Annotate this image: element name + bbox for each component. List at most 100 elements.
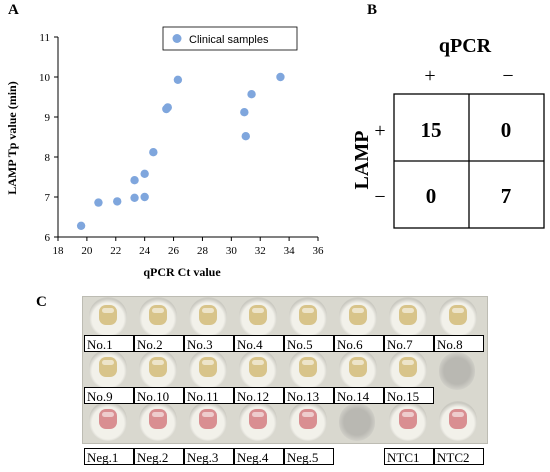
panel-label-a: A: [8, 2, 19, 18]
data-point: [149, 148, 158, 157]
reaction-tube: [189, 401, 227, 441]
label-no3: No.3: [184, 335, 234, 352]
label-no5: No.5: [284, 335, 334, 352]
label-ntc2: NTC2: [434, 448, 484, 465]
reaction-tube: [89, 297, 127, 337]
label-no8: No.8: [434, 335, 484, 352]
label-no14: No.14: [334, 387, 384, 404]
tube-cap: [449, 409, 467, 429]
tube-cap: [199, 357, 217, 377]
reaction-tube: [439, 401, 477, 441]
label-no2: No.2: [134, 335, 184, 352]
data-points: [76, 72, 285, 230]
tube-cap: [149, 409, 167, 429]
data-point: [76, 221, 86, 230]
col-label-negative: −: [502, 65, 513, 87]
label-no11: No.11: [184, 387, 234, 404]
legend-marker: [172, 34, 182, 43]
data-point: [276, 72, 285, 82]
y-tick-label: 7: [45, 192, 51, 204]
tube-cap: [399, 305, 417, 325]
tube-cap: [399, 409, 417, 429]
label-no13: No.13: [284, 387, 334, 404]
reaction-tube: [439, 297, 477, 337]
row-label-negative: −: [374, 186, 385, 208]
reaction-tube: [89, 349, 127, 389]
cell-tp: 15: [421, 118, 442, 142]
label-no1: No.1: [84, 335, 134, 352]
tube-cap: [449, 305, 467, 325]
label-row-3: Neg.1 Neg.2 Neg.3 Neg.4 Neg.5 NTC1 NTC2: [84, 448, 484, 465]
data-point: [130, 176, 139, 185]
x-tick-label: 24: [139, 245, 151, 257]
tube-cap: [249, 305, 267, 325]
data-point: [173, 75, 183, 85]
reaction-tube: [389, 349, 427, 389]
tube-cap: [349, 305, 367, 325]
x-tick-label: 26: [168, 245, 180, 257]
reaction-tube: [239, 401, 277, 441]
data-point: [140, 169, 149, 178]
y-tick-label: 8: [45, 152, 51, 164]
reaction-tube: [139, 401, 177, 441]
tube-cap: [249, 357, 267, 377]
reaction-tube: [339, 297, 377, 337]
x-tick-label: 20: [81, 245, 93, 257]
row-label-positive: +: [374, 120, 385, 142]
legend-box: [162, 26, 298, 51]
y-tick-label: 6: [45, 232, 51, 244]
tube-cap: [299, 305, 317, 325]
reaction-tube: [139, 297, 177, 337]
reaction-tube: [89, 401, 127, 441]
label-no15: No.15: [384, 387, 434, 404]
data-point: [241, 132, 250, 141]
panel-label-c: C: [36, 294, 47, 310]
tube-cap: [149, 305, 167, 325]
label-row-2: No.9 No.10 No.11 No.12 No.13 No.14 No.15: [84, 387, 434, 404]
empty-well: [339, 403, 375, 441]
label-no4: No.4: [234, 335, 284, 352]
reaction-tube: [289, 349, 327, 389]
reaction-tube: [189, 297, 227, 337]
tube-cap: [299, 357, 317, 377]
cell-fn: 0: [426, 184, 437, 208]
label-neg5: Neg.5: [284, 448, 334, 465]
tube-cap: [99, 305, 117, 325]
panel-label-b: B: [367, 2, 378, 18]
tube-cap: [149, 357, 167, 377]
scatter-chart: 18 20 22 24 26 28 30 32 34 36 6 7 8 9 10 11 qPCR Ct va…: [5, 26, 325, 279]
cell-fp: 0: [501, 118, 512, 142]
empty-well: [439, 352, 475, 390]
legend-label: Clinical samples: [189, 34, 269, 46]
reaction-tube: [289, 297, 327, 337]
legend: Clinical samples: [162, 26, 298, 51]
tube-photo: [82, 296, 488, 444]
data-point: [94, 198, 103, 207]
data-point: [240, 108, 249, 117]
reaction-tube: [389, 401, 427, 441]
label-neg1: Neg.1: [84, 448, 134, 465]
label-neg4: Neg.4: [234, 448, 284, 465]
tube-cap: [99, 357, 117, 377]
contingency-table: qPCR LAMP + − + − 15 0 0 7: [351, 35, 545, 229]
data-point: [247, 90, 256, 99]
x-tick-label: 34: [284, 245, 296, 257]
tube-cap: [249, 409, 267, 429]
label-ntc1: NTC1: [384, 448, 434, 465]
x-tick-label: 36: [313, 245, 325, 257]
label-neg3: Neg.3: [184, 448, 234, 465]
x-tick-label: 32: [255, 245, 266, 257]
data-point: [140, 192, 149, 202]
col-label-positive: +: [424, 65, 435, 87]
tube-cap: [299, 409, 317, 429]
x-tick-label: 18: [53, 245, 65, 257]
y-tick-label: 9: [45, 112, 51, 124]
label-no9: No.9: [84, 387, 134, 404]
chart-axes: [57, 37, 318, 238]
reaction-tube: [239, 297, 277, 337]
cell-tn: 7: [501, 184, 512, 208]
reaction-tube: [189, 349, 227, 389]
reaction-tube: [389, 297, 427, 337]
y-axis-label: LAMP Tp value (min): [5, 81, 19, 194]
tube-cap: [199, 409, 217, 429]
